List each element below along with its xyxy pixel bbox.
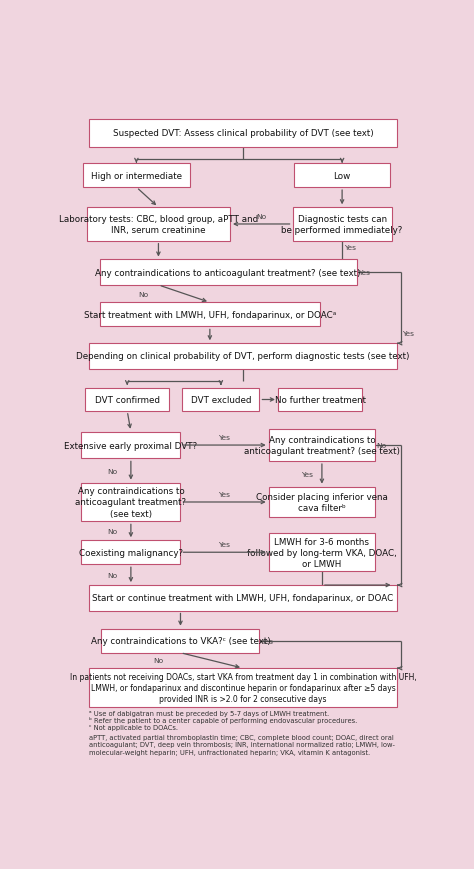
FancyBboxPatch shape [89,668,397,707]
Text: Yes: Yes [402,331,414,337]
FancyBboxPatch shape [100,303,320,327]
Text: Start or continue treatment with LMWH, UFH, fondaparinux, or DOAC: Start or continue treatment with LMWH, U… [92,594,393,602]
FancyBboxPatch shape [100,260,357,286]
Text: Yes: Yes [344,245,356,251]
FancyBboxPatch shape [292,208,392,242]
Text: No: No [154,658,164,664]
Text: No further treatment: No further treatment [274,395,365,405]
Text: Coexisting malignancy?: Coexisting malignancy? [79,548,183,557]
Text: No: No [108,468,118,474]
Text: Yes: Yes [358,270,370,275]
FancyBboxPatch shape [101,629,259,653]
Text: No: No [139,291,149,297]
Text: Yes: Yes [219,491,230,497]
FancyBboxPatch shape [83,164,190,188]
FancyBboxPatch shape [269,534,375,571]
Text: Yes: Yes [301,471,313,477]
Text: anticoagulant; DVT, deep vein thrombosis; INR, international normalized ratio; L: anticoagulant; DVT, deep vein thrombosis… [90,741,395,747]
Text: Yes: Yes [219,541,230,547]
Text: DVT confirmed: DVT confirmed [95,395,160,405]
Text: Suspected DVT: Assess clinical probability of DVT (see text): Suspected DVT: Assess clinical probabili… [112,129,374,138]
FancyBboxPatch shape [294,164,390,188]
Text: DVT excluded: DVT excluded [191,395,251,405]
FancyBboxPatch shape [85,388,169,411]
Text: Any contraindications to
anticoagulant treatment?
(see text): Any contraindications to anticoagulant t… [75,487,186,518]
Text: LMWH for 3-6 months
followed by long-term VKA, DOAC,
or LMWH: LMWH for 3-6 months followed by long-ter… [247,537,397,568]
Text: Extensive early proximal DVT?: Extensive early proximal DVT? [64,441,198,450]
Text: Consider placing inferior vena
cava filterᵇ: Consider placing inferior vena cava filt… [256,493,388,513]
FancyBboxPatch shape [82,432,181,459]
Text: ᶜ Not applicable to DOACs.: ᶜ Not applicable to DOACs. [90,725,178,731]
FancyBboxPatch shape [82,541,181,565]
FancyBboxPatch shape [87,208,230,242]
Text: Laboratory tests: CBC, blood group, aPTT and
INR, serum creatinine: Laboratory tests: CBC, blood group, aPTT… [59,215,258,235]
Text: aPTT, activated partial thromboplastin time; CBC, complete blood count; DOAC, di: aPTT, activated partial thromboplastin t… [90,734,394,740]
Text: Low: Low [334,171,351,181]
Text: Any contraindications to
anticoagulant treatment? (see text): Any contraindications to anticoagulant t… [244,435,400,455]
Text: Yes: Yes [219,434,230,441]
FancyBboxPatch shape [89,344,397,369]
Text: Depending on clinical probability of DVT, perform diagnostic tests (see text): Depending on clinical probability of DVT… [76,352,410,361]
FancyBboxPatch shape [89,586,397,611]
Text: Yes: Yes [261,638,273,644]
FancyBboxPatch shape [182,388,259,411]
Text: Any contraindications to anticoagulant treatment? (see text): Any contraindications to anticoagulant t… [95,269,361,277]
Text: Start treatment with LMWH, UFH, fondaparinux, or DOACᵃ: Start treatment with LMWH, UFH, fondapar… [84,310,336,320]
FancyBboxPatch shape [278,388,362,411]
Text: No: No [377,442,387,448]
Text: Any contraindications to VKA?ᶜ (see text): Any contraindications to VKA?ᶜ (see text… [91,636,270,646]
Text: No: No [256,214,266,220]
Text: High or intermediate: High or intermediate [91,171,182,181]
FancyBboxPatch shape [82,483,181,521]
Text: ᵃ Use of dabigatran must be preceded by 5-7 days of LMWH treatment.: ᵃ Use of dabigatran must be preceded by … [90,710,329,716]
Text: Diagnostic tests can
be performed immediately?: Diagnostic tests can be performed immedi… [282,215,403,235]
FancyBboxPatch shape [89,120,397,148]
FancyBboxPatch shape [269,487,375,518]
Text: molecular-weight heparin; UFH, unfractionated heparin; VKA, vitamin K antagonist: molecular-weight heparin; UFH, unfractio… [90,749,371,754]
Text: In patients not receiving DOACs, start VKA from treatment day 1 in combination w: In patients not receiving DOACs, start V… [70,673,416,703]
Text: No: No [108,572,118,578]
Text: No: No [108,528,118,534]
FancyBboxPatch shape [269,429,375,461]
Text: ᵇ Refer the patient to a center capable of performing endovascular procedures.: ᵇ Refer the patient to a center capable … [90,716,357,723]
